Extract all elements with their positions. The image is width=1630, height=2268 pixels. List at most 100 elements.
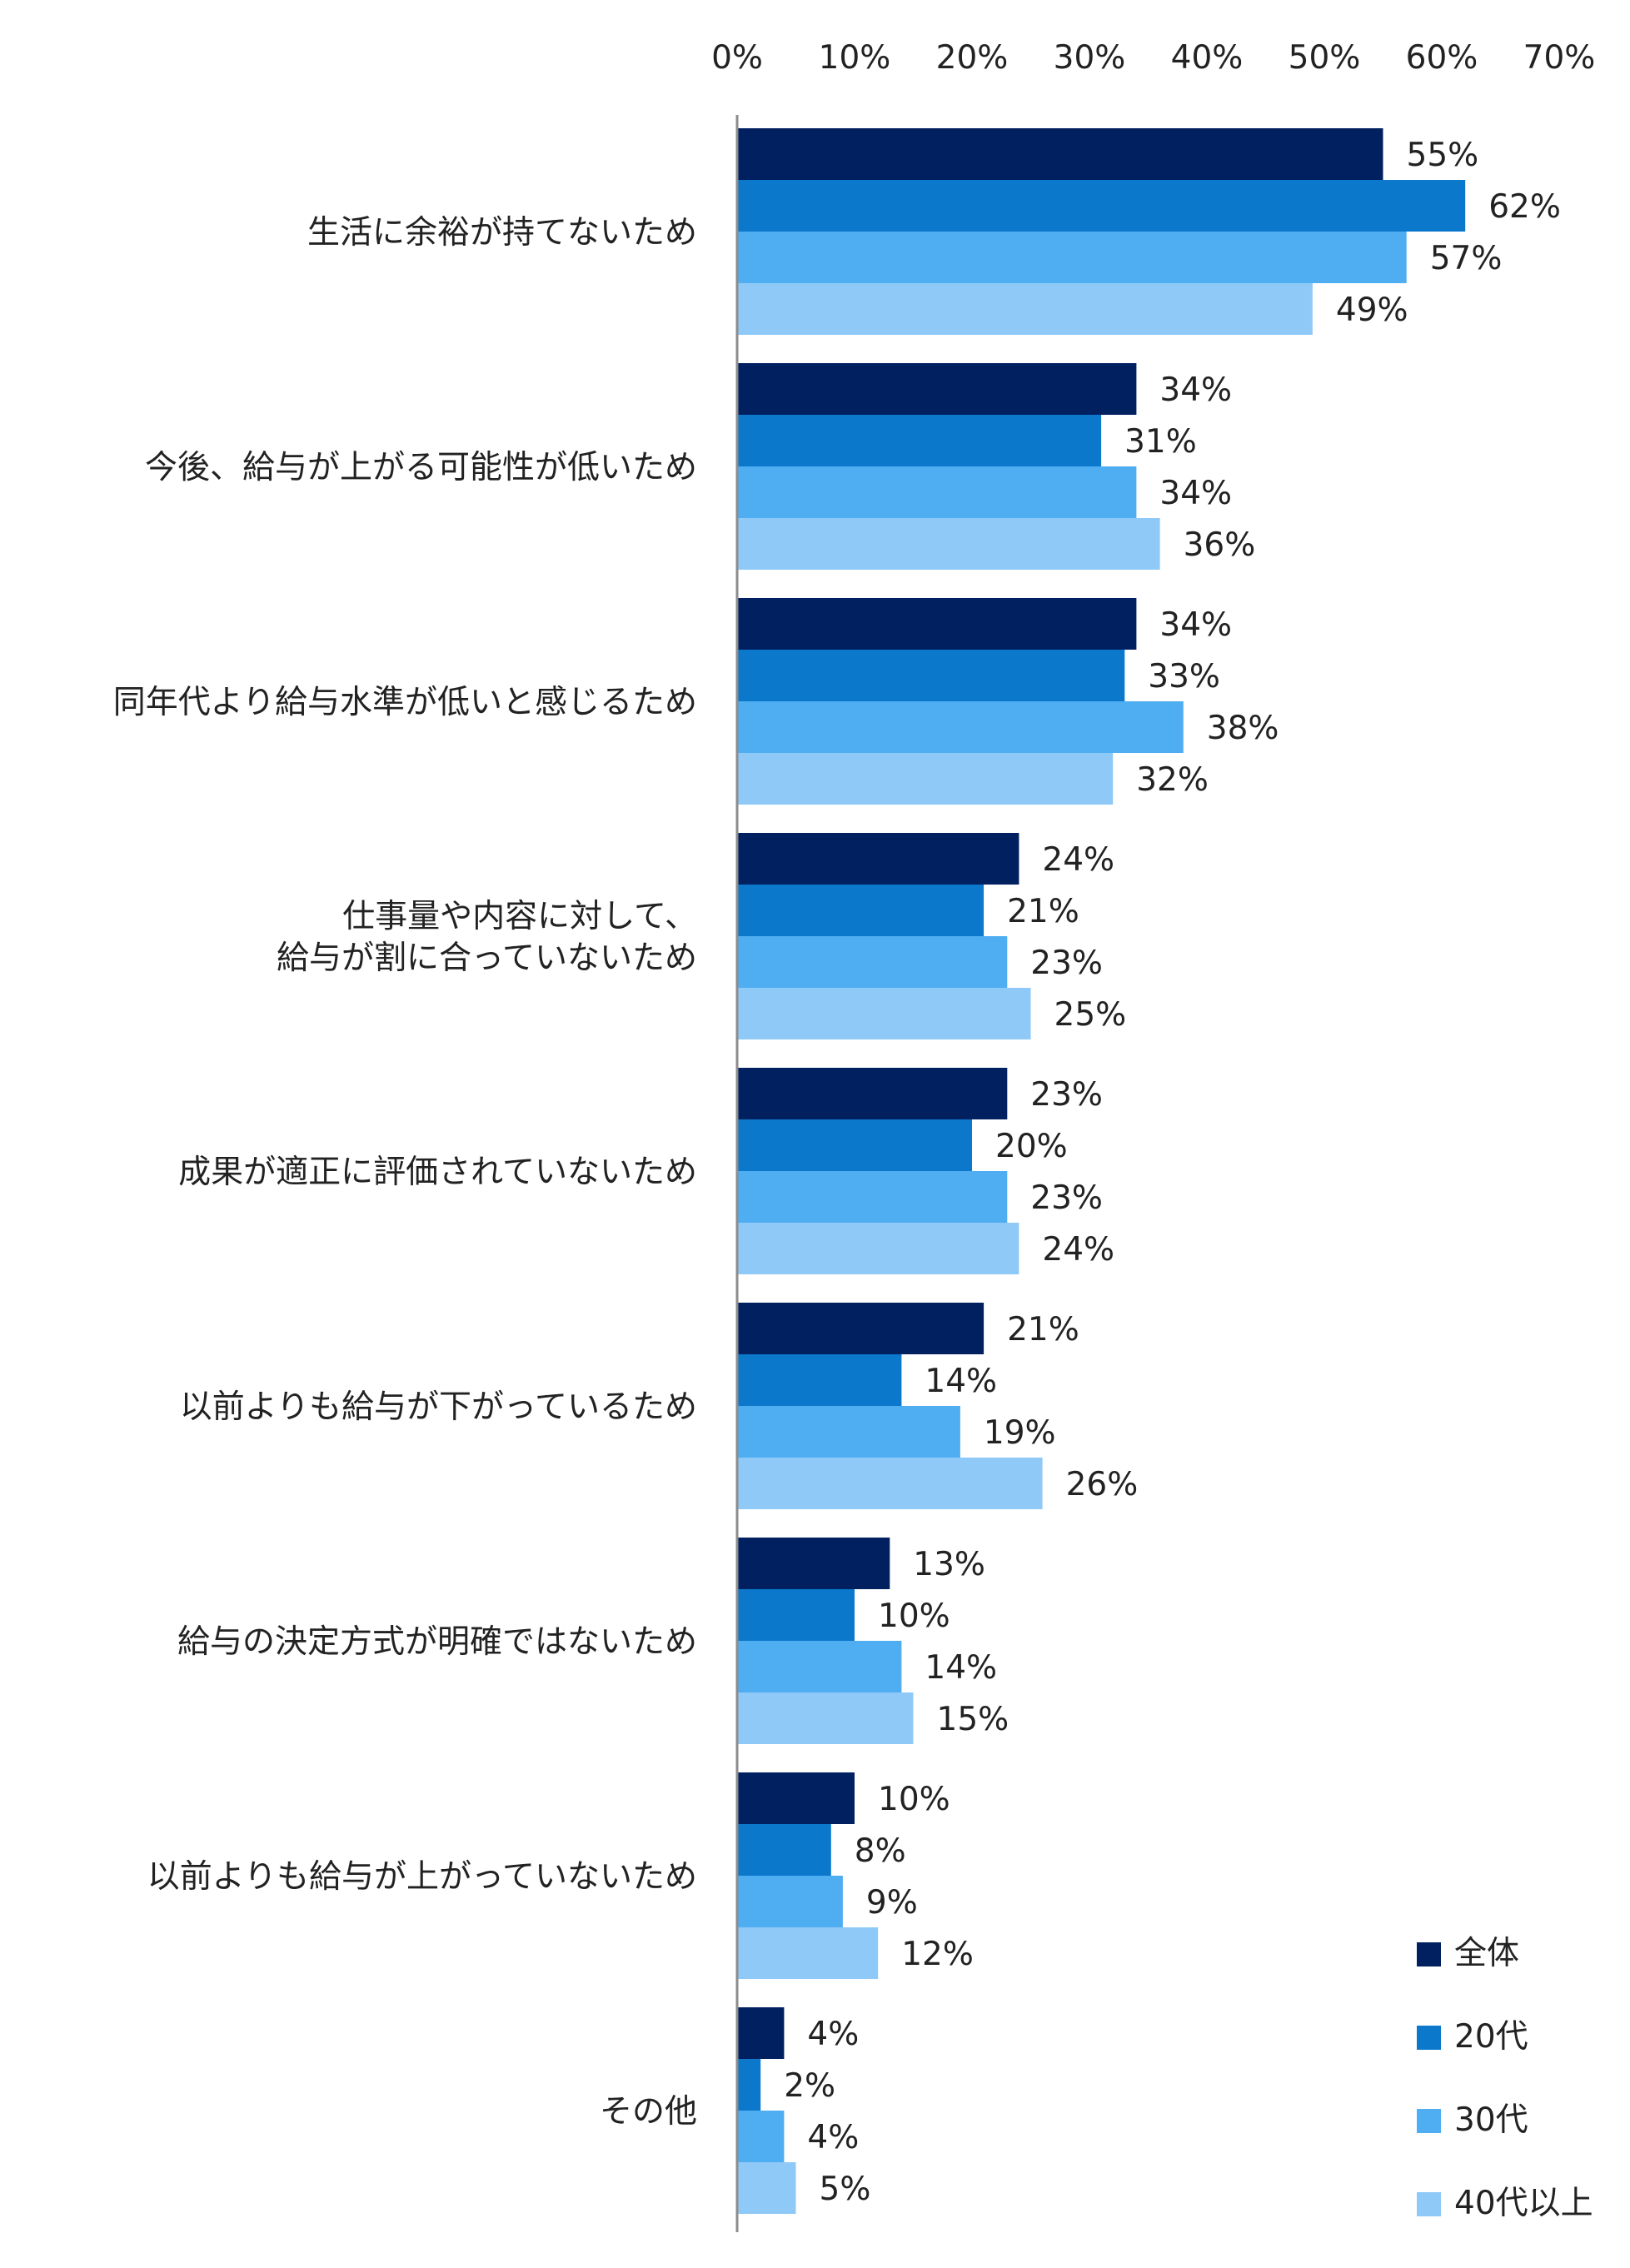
bar: [737, 650, 1125, 701]
x-tick-label: 50%: [1289, 39, 1361, 77]
bar: [737, 1458, 1043, 1509]
data-label: 24%: [1042, 1231, 1114, 1269]
data-label: 31%: [1124, 423, 1197, 461]
data-label: 15%: [937, 1701, 1009, 1738]
bar: [737, 1589, 855, 1641]
bar: [737, 1824, 831, 1876]
data-label: 34%: [1159, 475, 1232, 512]
category-label: 給与が割に合っていないため: [277, 940, 697, 977]
data-label: 21%: [1007, 1311, 1079, 1348]
category-label: 成果が適正に評価されていないため: [178, 1154, 697, 1191]
data-label: 19%: [984, 1414, 1056, 1452]
data-label: 23%: [1030, 1076, 1103, 1114]
data-label: 26%: [1066, 1466, 1139, 1503]
data-label: 34%: [1159, 371, 1232, 409]
data-labels: 55%62% 57% 49% 34% 31% 34% 36% 34% 33% 38% 32% 24% 2…: [784, 137, 1561, 2208]
legend-swatch: [1417, 1942, 1441, 1966]
bar: [737, 2007, 785, 2059]
bar: [737, 1068, 1008, 1119]
data-label: 14%: [925, 1363, 997, 1400]
x-tick-label: 0%: [711, 39, 763, 77]
bar: [737, 415, 1102, 466]
bar: [737, 885, 984, 936]
bar: [737, 833, 1019, 885]
bar: [737, 232, 1407, 283]
data-label: 23%: [1030, 945, 1103, 982]
category-label: 仕事量や内容に対して、: [342, 898, 697, 935]
category-label: 以前よりも給与が下がっているため: [180, 1388, 697, 1426]
bar: [737, 363, 1137, 415]
bar: [737, 1354, 902, 1406]
bar: [737, 1876, 843, 1927]
legend-label: 30代: [1454, 2101, 1528, 2139]
bar: [737, 1406, 960, 1458]
bar: [737, 128, 1383, 180]
data-label: 32%: [1136, 761, 1209, 799]
data-label: 49%: [1336, 292, 1408, 329]
data-label: 4%: [807, 2119, 859, 2156]
legend: 全体 20代 30代 40代以上: [1417, 1935, 1593, 2222]
bar: [737, 1641, 902, 1692]
data-label: 62%: [1488, 188, 1561, 226]
bar: [737, 2111, 785, 2162]
legend-swatch: [1417, 2192, 1441, 2216]
bar: [737, 598, 1137, 650]
data-label: 24%: [1042, 841, 1114, 879]
bar: [737, 753, 1114, 805]
legend-label: 20代: [1454, 2018, 1528, 2056]
x-tick-label: 60%: [1406, 39, 1478, 77]
category-label: 同年代より給与水準が低いと感じるため: [113, 684, 697, 721]
data-label: 10%: [878, 1598, 950, 1635]
bar: [737, 1171, 1008, 1223]
x-tick-label: 10%: [819, 39, 891, 77]
bar: [737, 1692, 914, 1744]
data-label: 33%: [1148, 658, 1220, 695]
data-label: 12%: [901, 1936, 974, 1973]
data-label: 5%: [820, 2171, 871, 2208]
bar: [737, 1927, 879, 1979]
bar: [737, 701, 1184, 753]
data-label: 13%: [913, 1546, 985, 1583]
bar: [737, 1538, 890, 1589]
data-label: 14%: [925, 1649, 997, 1687]
bar: [737, 518, 1160, 570]
bar: [737, 283, 1313, 335]
legend-swatch: [1417, 2109, 1441, 2133]
data-label: 57%: [1430, 240, 1503, 277]
category-label: 以前よりも給与が上がっていないため: [147, 1858, 697, 1896]
bar: [737, 1772, 855, 1824]
data-label: 20%: [995, 1128, 1068, 1165]
bar: [737, 1119, 972, 1171]
x-tick-label: 30%: [1054, 39, 1126, 77]
category-labels: 生活に余裕が持てないため今後、給与が上がる可能性が低いため同年代より給与水準が低…: [113, 214, 697, 2131]
category-label: 今後、給与が上がる可能性が低いため: [145, 449, 697, 486]
bar: [737, 1303, 984, 1354]
data-label: 36%: [1184, 526, 1256, 564]
bar: [737, 466, 1137, 518]
legend-swatch: [1417, 2026, 1441, 2050]
category-label: 生活に余裕が持てないため: [307, 214, 697, 252]
x-axis-ticks: 0% 10% 20% 30% 40% 50% 60% 70%: [711, 39, 1595, 77]
data-label: 4%: [807, 2016, 859, 2053]
data-label: 34%: [1159, 606, 1232, 644]
category-label: その他: [600, 2093, 697, 2131]
data-label: 10%: [878, 1781, 950, 1818]
data-label: 2%: [784, 2067, 835, 2105]
data-label: 38%: [1207, 710, 1279, 747]
data-label: 8%: [855, 1832, 906, 1870]
x-tick-label: 40%: [1171, 39, 1244, 77]
data-label: 55%: [1407, 137, 1479, 174]
legend-label: 全体: [1454, 1935, 1519, 1972]
bar: [737, 2059, 761, 2111]
data-label: 9%: [866, 1884, 918, 1922]
bar: [737, 2162, 796, 2214]
bar: [737, 936, 1008, 988]
data-label: 21%: [1007, 893, 1079, 930]
data-label: 23%: [1030, 1179, 1103, 1217]
bar: [737, 1223, 1019, 1274]
legend-label: 40代以上: [1454, 2185, 1593, 2222]
x-tick-label: 70%: [1523, 39, 1596, 77]
bar-series: [737, 128, 1466, 2214]
x-tick-label: 20%: [936, 39, 1009, 77]
